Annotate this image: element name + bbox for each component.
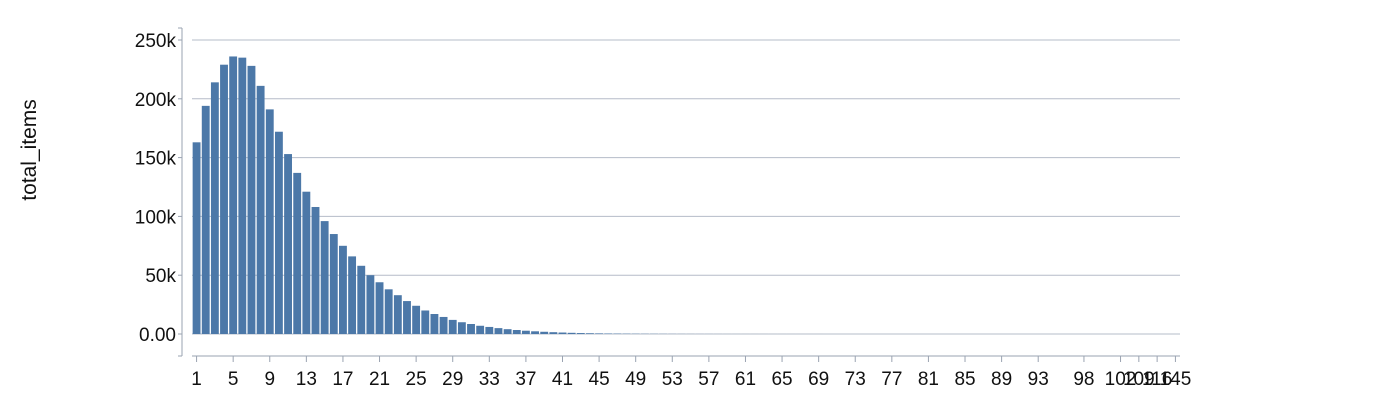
x-tick-label: 98 (1073, 369, 1094, 390)
bar (476, 325, 485, 334)
x-tick-label: 102 (1105, 369, 1137, 390)
bar (567, 332, 576, 334)
bar (576, 333, 585, 334)
bar (375, 282, 384, 334)
bars (192, 56, 823, 335)
x-tick-label: 73 (845, 369, 866, 390)
x-tick-label: 5 (228, 369, 239, 390)
bar (339, 245, 347, 334)
bar (238, 57, 247, 334)
x-tick-label: 85 (954, 369, 975, 390)
x-tick-label: 25 (406, 369, 427, 390)
y-tick-label: 50k (145, 266, 176, 287)
bar (531, 331, 539, 334)
bar (311, 206, 320, 334)
x-tick-label: 53 (662, 369, 683, 390)
y-tick-label: 100k (135, 207, 177, 228)
x-tick-label: 145 (1160, 369, 1192, 390)
x-tick-label: 81 (918, 369, 939, 390)
x-tick-label: 61 (735, 369, 756, 390)
x-tick-label: 109 (1123, 369, 1155, 390)
bar (201, 105, 210, 334)
x-tick-label: 37 (515, 369, 536, 390)
x-tick-label: 33 (479, 369, 500, 390)
x-tick-label: 41 (552, 369, 573, 390)
bar (439, 316, 448, 334)
bar (494, 328, 503, 334)
x-tick-label: 9 (264, 369, 275, 390)
bar (293, 172, 302, 334)
bar (302, 191, 311, 334)
bar (247, 65, 256, 335)
bar (512, 330, 521, 334)
y-tick-label: 250k (135, 31, 177, 52)
bar (586, 333, 594, 334)
bar (265, 109, 274, 334)
x-tick-label: 116 (1142, 369, 1172, 390)
x-tick-label: 29 (442, 369, 463, 390)
bar (192, 142, 201, 334)
bar (320, 221, 329, 334)
bar (412, 305, 421, 334)
x-tick-label: 93 (1028, 369, 1049, 390)
bar (256, 85, 265, 334)
y-tick-label: 150k (135, 149, 177, 170)
y-tick-label: 200k (135, 90, 177, 111)
bar (549, 332, 558, 334)
bar (403, 301, 411, 334)
bar (284, 154, 292, 334)
x-tick-label: 77 (881, 369, 902, 390)
x-tick-label: 13 (296, 369, 317, 390)
bar (220, 64, 228, 334)
x-tick-label: 45 (589, 369, 610, 390)
x-tick-label: 21 (369, 369, 390, 390)
x-tick-label: 65 (771, 369, 792, 390)
axes (178, 27, 1180, 357)
y-axis-title: total_items (18, 99, 41, 201)
bar (485, 326, 494, 334)
y-axis-ticks: 0.00 50k 100k 150k 200k 250k (135, 31, 182, 346)
x-tick-label: 1 (191, 369, 202, 390)
bar (467, 324, 475, 334)
bar (595, 333, 604, 334)
gridlines (192, 39, 1180, 335)
bar (348, 256, 357, 334)
bar (540, 331, 549, 334)
bar (448, 319, 457, 334)
x-tick-label: 89 (991, 369, 1012, 390)
bar (503, 329, 512, 334)
bar (558, 332, 567, 334)
x-tick-label: 69 (808, 369, 829, 390)
bar (457, 322, 466, 334)
bar (329, 234, 338, 334)
x-axis-ticks: 1 5 9 13 17 21 25 29 33 37 41 45 49 53 57 61 65 69 73 77 81 8… (191, 356, 1191, 390)
x-tick-label: 49 (625, 369, 646, 390)
bar (421, 310, 430, 334)
bar (210, 82, 219, 334)
bar (357, 265, 366, 334)
bar (393, 295, 402, 334)
bar (274, 131, 283, 334)
bar (384, 289, 393, 334)
bar (366, 275, 375, 334)
bar (229, 56, 238, 335)
bar (430, 314, 439, 334)
y-tick-label: 0.00 (139, 325, 176, 346)
x-tick-label: 17 (332, 369, 353, 390)
x-tick-label: 57 (698, 369, 719, 390)
bar (521, 330, 530, 334)
